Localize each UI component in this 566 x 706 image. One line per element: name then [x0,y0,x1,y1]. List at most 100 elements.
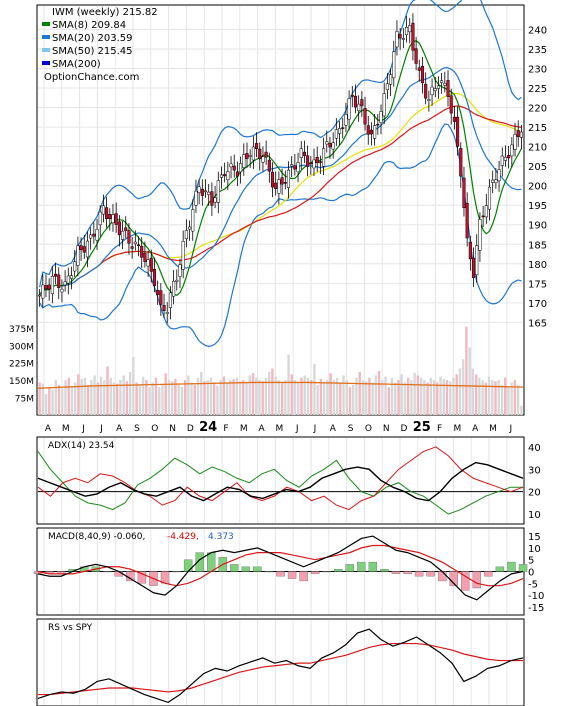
volume-bar [148,387,151,415]
volume-bar [235,377,239,415]
macd-tick-label: 10 [528,544,541,555]
volume-bar [48,387,51,415]
candle-body [66,275,70,284]
candle-body [360,99,364,107]
volume-bar [494,381,497,415]
volume-bar [293,380,297,415]
candle-body [47,284,51,290]
macd-signal-line [37,544,524,587]
volume-bar [151,382,154,415]
x-tick-label: J [313,424,317,434]
macd-histogram-bar [230,564,239,572]
x-tick-label: J [81,424,85,434]
volume-bar [423,380,426,415]
volume-bar [80,378,83,415]
volume-bar [73,382,77,415]
candle-body [385,83,389,91]
macd-histogram-bar [461,571,470,591]
candle-body [226,171,230,180]
volume-bar [497,380,500,415]
candle-body [328,143,332,148]
candle-body [392,51,396,79]
volume-bar [510,382,513,415]
x-tick-label: M [276,424,284,434]
indicator-series [33,446,528,704]
macd-histogram-bar [345,564,354,572]
tick-labels: A M J J A S O N D 24 F M A M J J A S O N D 25 F M A M J16517017518… [9,25,547,613]
volume-bar [474,374,478,415]
volume-tick-label: 375M [9,325,34,335]
candle-body [433,88,437,91]
candle-body [255,143,259,149]
candle-body [293,165,297,170]
volume-bar [222,376,226,415]
candle-body [325,141,329,145]
candle-body [465,203,469,239]
candle-body [162,305,166,311]
candle-body [60,288,64,293]
volume-bar [116,383,119,415]
candle-body [239,163,243,173]
volume-bar [491,380,494,415]
volume-bar [77,374,80,415]
candle-body [188,226,192,230]
volume-bar [358,371,361,415]
candle-body [270,171,275,188]
candle-body [309,162,313,165]
candle-body [404,27,409,35]
volume-bar [339,382,342,415]
volume-bar [374,375,378,415]
candle-body [223,174,227,177]
candle-body [108,214,112,220]
macd-histogram-bar [518,564,528,572]
volume-bar [458,368,462,415]
candle-body [53,273,58,277]
candle-body [449,95,453,114]
volume-bar [274,376,277,415]
candle-body [38,294,42,297]
candle-body [366,125,370,135]
macd-tick-label: 0 [528,568,534,579]
volume-bar [445,380,449,415]
volume-bar [203,381,206,415]
volume-bar [248,375,251,415]
volume-bar [106,366,109,415]
candle-body [264,151,268,158]
candle-body [50,276,54,294]
price-tick-label: 210 [528,143,547,154]
candle-body [277,179,281,194]
volume-bar [277,380,281,415]
x-tick-label: O [151,424,158,434]
volume-bar [135,382,138,415]
volume-bar [442,378,445,415]
candle-body [229,163,233,168]
adx-title: ADX(14) 23.54 [48,441,115,451]
macd-histogram-bar [426,571,435,577]
candle-body [203,190,208,193]
candle-body [334,129,338,139]
candle-body [462,177,466,208]
volume-bar [465,326,468,415]
macd-histogram-bar [299,571,308,582]
candle-body [159,290,163,305]
x-tick-label: N [169,424,176,434]
candle-body [92,233,96,237]
volume-bar [141,376,145,415]
candle-body [491,179,495,183]
volume-bar [70,387,74,415]
volume-bar [410,380,413,415]
macd-histogram-bar [195,552,204,572]
volume-bar [86,384,90,415]
price-tick-label: 215 [528,123,547,134]
volume-bar [481,380,484,415]
volume-bar [200,371,203,415]
macd-histogram-bar [322,571,331,573]
volume-bar [267,371,271,415]
candle-body [274,182,278,189]
macd-title: MACD(8,40,9) -0.060, [48,532,145,542]
volume-bar [387,387,390,415]
price-tick-label: 195 [528,201,547,212]
candle-body [286,169,291,188]
volume-tick-label: 75M [15,395,34,405]
volume-bar [64,380,67,415]
